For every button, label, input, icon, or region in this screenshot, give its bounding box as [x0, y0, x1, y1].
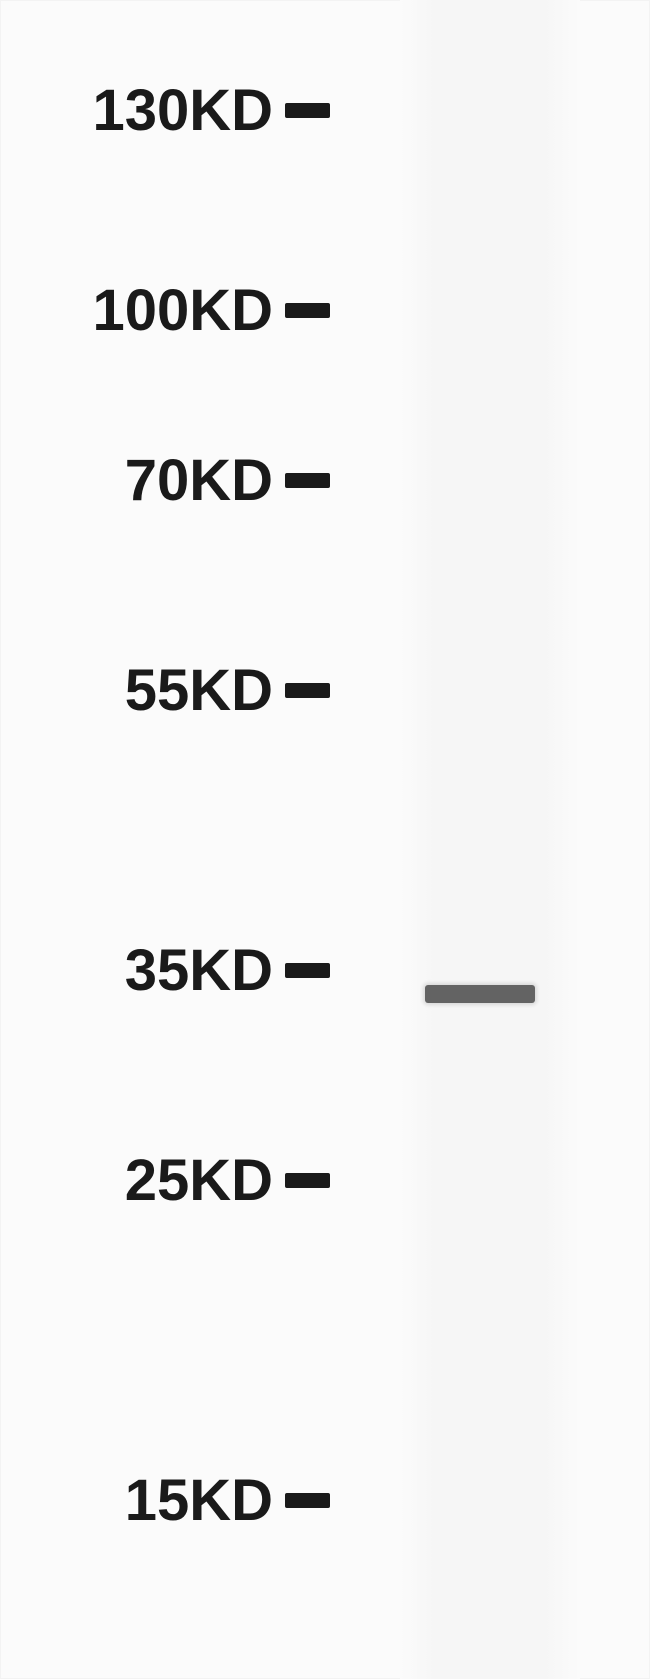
ladder-tick-icon [285, 303, 330, 318]
ladder-marker-label: 130KD [92, 77, 273, 144]
ladder-tick-icon [285, 963, 330, 978]
ladder-marker-row: 55KD [0, 650, 330, 730]
ladder-tick-icon [285, 1493, 330, 1508]
ladder-marker-label: 70KD [125, 447, 273, 514]
ladder-marker-row: 35KD [0, 930, 330, 1010]
ladder-marker-row: 15KD [0, 1460, 330, 1540]
ladder-tick-icon [285, 1173, 330, 1188]
ladder-marker-label: 25KD [125, 1147, 273, 1214]
ladder-marker-label: 35KD [125, 937, 273, 1004]
ladder-marker-row: 25KD [0, 1140, 330, 1220]
ladder-tick-icon [285, 103, 330, 118]
ladder-marker-label: 100KD [92, 277, 273, 344]
band-35kd [425, 985, 535, 1003]
ladder-marker-label: 55KD [125, 657, 273, 724]
ladder-marker-row: 130KD [0, 70, 330, 150]
ladder-tick-icon [285, 683, 330, 698]
ladder-marker-row: 70KD [0, 440, 330, 520]
ladder-tick-icon [285, 473, 330, 488]
sample-lane-1 [400, 0, 580, 1679]
ladder-marker-label: 15KD [125, 1467, 273, 1534]
western-blot-figure: 130KD 100KD 70KD 55KD 35KD 25KD 15KD [0, 0, 650, 1679]
ladder-marker-row: 100KD [0, 270, 330, 350]
